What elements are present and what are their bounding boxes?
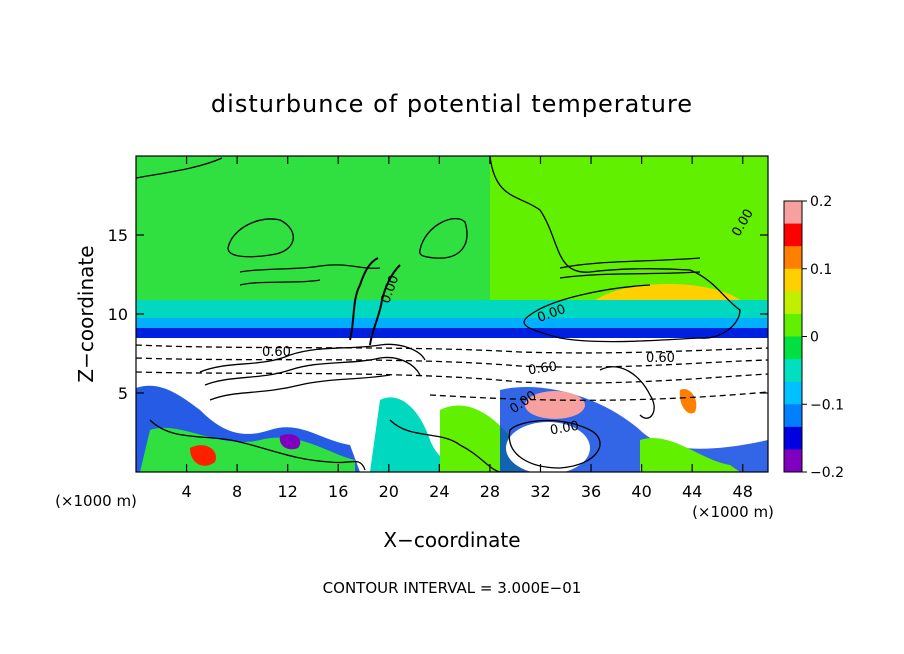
contour-interval-note: CONTOUR INTERVAL = 3.000E−01	[323, 579, 582, 597]
colorbar-swatch	[784, 359, 802, 383]
contour-lower-1	[199, 343, 426, 373]
x-unit-right: (×1000 m)	[692, 503, 774, 521]
colorbar-swatch	[784, 291, 802, 315]
colorbar-tick-label: 0	[810, 330, 819, 346]
x-tick-label: 36	[581, 482, 601, 501]
colorbar-tick-label: −0.1	[810, 397, 844, 413]
contour-lower-3	[209, 374, 391, 401]
lower-blob-pink-center	[525, 391, 585, 419]
contour-upper-right-2	[559, 271, 701, 279]
contour-dashed-2	[136, 357, 768, 368]
contour-zero-top	[136, 157, 223, 179]
x-tick-label: 40	[631, 482, 651, 501]
colorbar-tick-label: 0.2	[810, 194, 832, 210]
band-blue	[136, 328, 768, 338]
lower-blob-green-right	[640, 437, 740, 472]
band-cyan	[136, 300, 768, 322]
colorbar-tick-label: −0.2	[810, 465, 844, 481]
contour-label: 0.60	[646, 351, 675, 366]
contour-plume-1	[349, 257, 379, 341]
x-axis: 4 8 12 16 20 24 28 32 36 40 44 48	[181, 156, 753, 501]
plot-area	[136, 156, 768, 472]
contour-label: 0.60	[527, 359, 558, 378]
colorbar-swatch	[784, 336, 802, 360]
colorbar-swatch	[784, 313, 802, 337]
colorbar-swatch	[784, 381, 802, 405]
lower-blob-red-left	[190, 445, 216, 466]
x-tick-label: 28	[480, 482, 500, 501]
contour-dashed-4	[429, 391, 768, 401]
contour-dashed-3	[136, 371, 768, 384]
contour-zero-right	[489, 156, 741, 343]
lower-blob-white-center	[506, 422, 590, 472]
lower-blob-green-left	[140, 427, 355, 472]
y-axis-label: Z−coordinate	[74, 245, 98, 382]
contour-plume-2	[369, 264, 401, 346]
y-tick-label: 15	[108, 226, 128, 245]
lower-blob-purple-left	[279, 434, 301, 450]
contour-lower-2	[204, 356, 421, 386]
x-tick-label: 44	[682, 482, 702, 501]
contour-lower-7	[599, 366, 655, 419]
contour-dashed-1	[136, 344, 768, 354]
colorbar-swatch	[784, 426, 802, 450]
colorbar-tick-label: 0.1	[810, 262, 832, 278]
contour-plume-4	[239, 279, 321, 286]
x-tick-label: 8	[232, 482, 242, 501]
x-tick-label: 48	[733, 482, 753, 501]
x-tick-label: 24	[429, 482, 449, 501]
contour-zero-lobe-right	[419, 217, 468, 259]
colorbar-swatch	[784, 223, 802, 247]
colorbar-swatch	[784, 404, 802, 428]
x-tick-label: 12	[278, 482, 298, 501]
contour-zero-lobe-left	[227, 218, 294, 258]
colorbar: 0.2 0.1 0 −0.1 −0.2	[783, 194, 844, 481]
chart-title: disturbunce of potential temperature	[211, 90, 693, 118]
colorbar-swatch	[784, 268, 802, 292]
lower-blob-cyan-mid	[370, 397, 490, 472]
x-tick-label: 20	[379, 482, 399, 501]
y-axis: 5 10 15	[108, 226, 768, 403]
y-tick-label: 10	[108, 305, 128, 324]
colorbar-swatch	[784, 201, 802, 225]
lower-turbulence	[136, 385, 768, 472]
contour-lower-4	[149, 419, 366, 471]
y-tick-label: 5	[118, 384, 128, 403]
x-unit-left: (×1000 m)	[55, 492, 137, 510]
x-tick-label: 16	[328, 482, 348, 501]
contour-label: 0.00	[549, 419, 580, 439]
x-axis-label: X−coordinate	[383, 528, 520, 552]
contour-plume-3	[239, 264, 381, 273]
contour-label: 0.60	[262, 345, 291, 360]
x-tick-label: 32	[530, 482, 550, 501]
contour-upper-right-1	[559, 257, 701, 269]
x-tick-label: 4	[181, 482, 191, 501]
colorbar-swatch	[784, 246, 802, 270]
band-lightblue	[136, 318, 768, 330]
lower-blob-orange-right	[679, 389, 697, 414]
contour-lower-6	[508, 419, 601, 469]
colorbar-swatch	[784, 449, 802, 473]
